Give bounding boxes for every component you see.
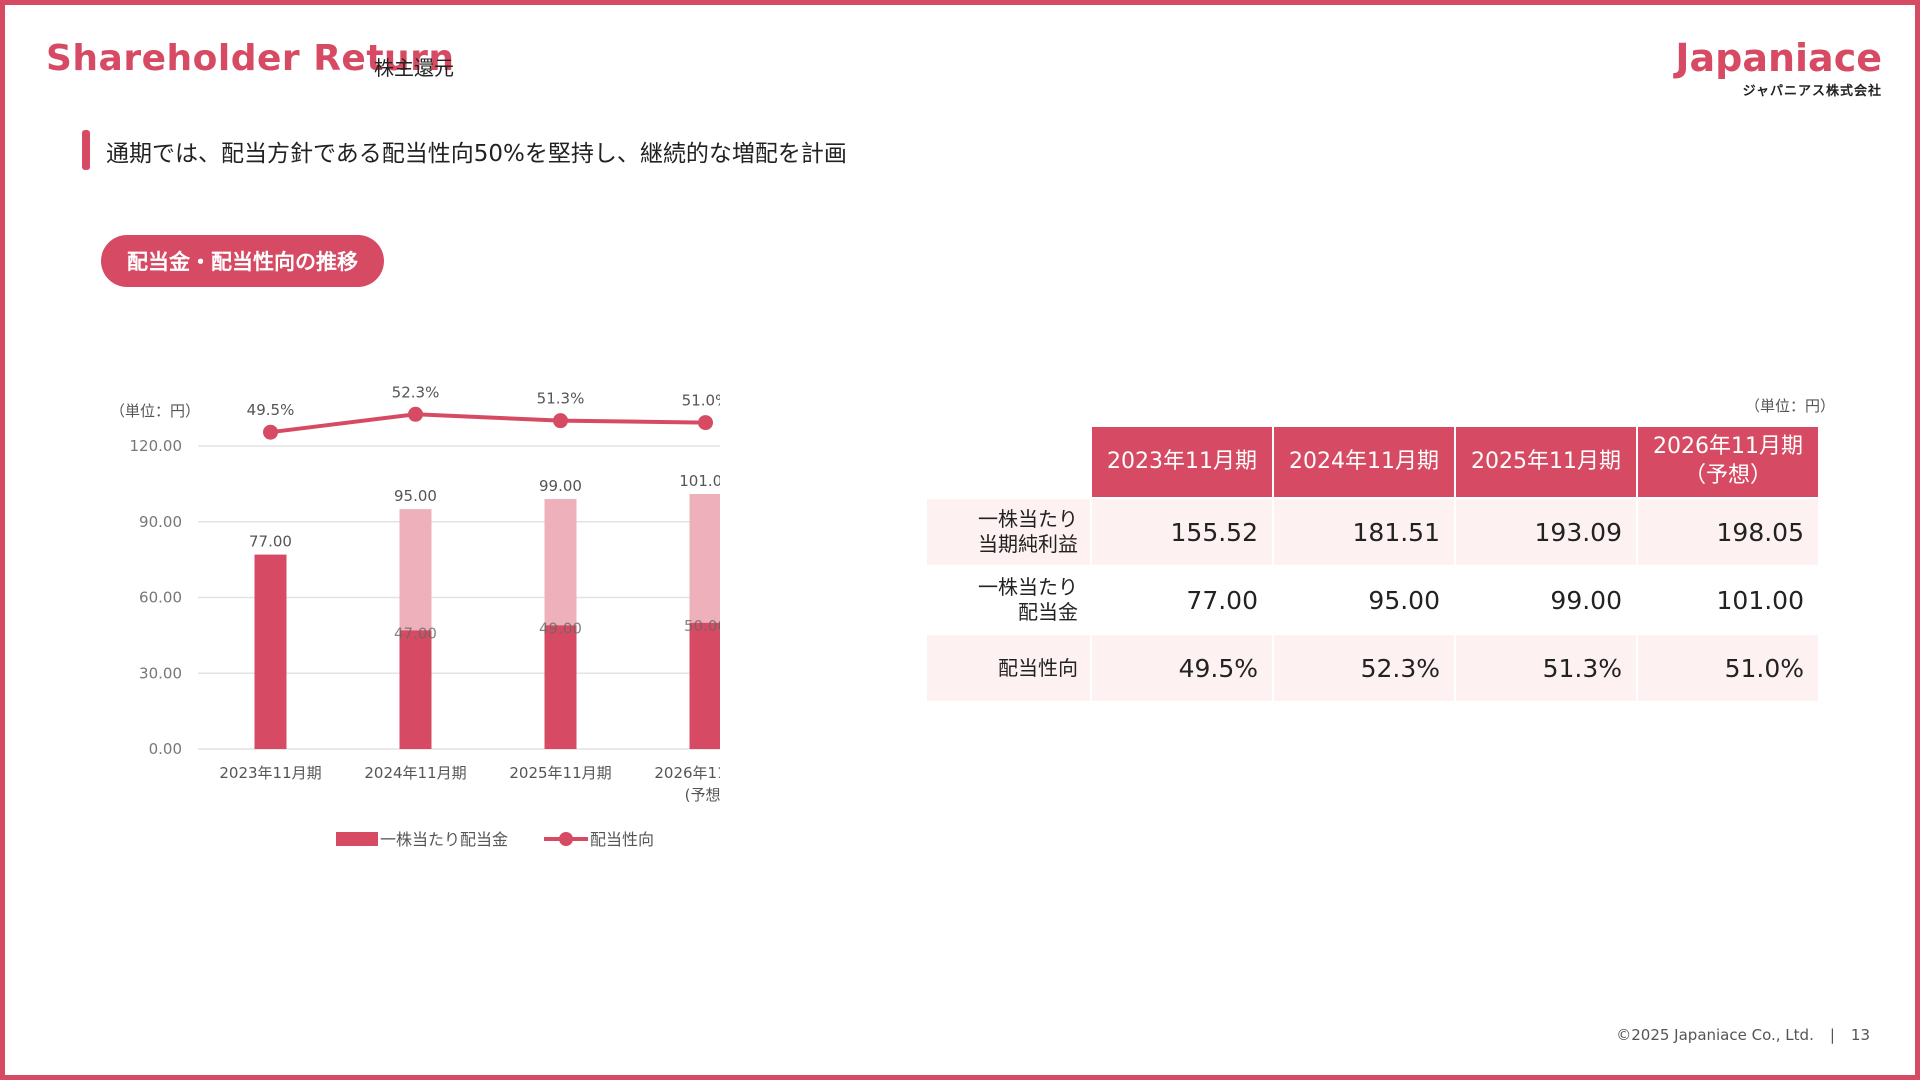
bar-dividend <box>254 554 287 749</box>
bar-dividend-lower <box>544 625 577 749</box>
bar-data-label: 99.00 <box>539 477 582 495</box>
copyright-text: ©2025 Japaniace Co., Ltd. <box>1616 1026 1814 1044</box>
table-cell: 101.00 <box>1636 565 1820 635</box>
bar-lower-data-label: 47.00 <box>394 624 437 642</box>
table-cell: 95.00 <box>1272 565 1456 635</box>
table-corner-cell <box>925 425 1092 499</box>
legend-line-marker <box>559 832 573 846</box>
company-logo: Japaniace ジャパニアス株式会社 <box>1675 36 1882 99</box>
legend-bar-swatch <box>336 832 378 846</box>
dividend-table: 2023年11月期 2024年11月期 2025年11月期 2026年11月期（… <box>925 425 1820 703</box>
table-cell: 49.5% <box>1090 633 1274 703</box>
headline: 通期では、配当方針である配当性向50%を堅持し、継続的な増配を計画 <box>106 141 847 167</box>
line-data-label: 49.5% <box>247 401 295 419</box>
table-header-forecast: （予想） <box>1683 463 1772 488</box>
table-cell: 52.3% <box>1272 633 1456 703</box>
table-header-cell: 2025年11月期 <box>1454 425 1638 499</box>
table-row: 配当性向 49.5% 52.3% 51.3% 51.0% <box>925 633 1820 703</box>
y-left-tick-label: 120.00 <box>130 437 183 455</box>
table-header-cell: 2026年11月期 （予想） <box>1636 425 1820 499</box>
table-cell: 155.52 <box>1090 497 1274 567</box>
footer: ©2025 Japaniace Co., Ltd. | 13 <box>1616 1026 1870 1044</box>
section-pill: 配当金・配当性向の推移 <box>101 235 384 287</box>
page-number: 13 <box>1850 1026 1870 1044</box>
payout-ratio-point <box>698 415 713 431</box>
x-tick-sublabel: (予想) <box>685 786 720 804</box>
table-header-cell: 2024年11月期 <box>1272 425 1456 499</box>
table-cell: 198.05 <box>1636 497 1820 567</box>
line-data-label: 51.3% <box>537 390 585 408</box>
table-cell: 77.00 <box>1090 565 1274 635</box>
logo-company-name: ジャパニアス株式会社 <box>1742 84 1882 99</box>
table-row-label: 一株当たり 配当金 <box>925 565 1092 635</box>
bar-lower-data-label: 49.00 <box>539 619 582 637</box>
bar-data-label: 101.00 <box>679 472 720 490</box>
y-left-tick-label: 0.00 <box>149 740 182 758</box>
page-title: Shareholder Return <box>46 38 455 79</box>
legend-bar-label: 一株当たり配当金 <box>380 830 508 849</box>
table-row-label: 配当性向 <box>925 633 1092 703</box>
table-header-row: 2023年11月期 2024年11月期 2025年11月期 2026年11月期（… <box>925 425 1820 499</box>
table-cell: 51.3% <box>1454 633 1638 703</box>
chart-unit-label: （単位：円） <box>110 402 200 420</box>
payout-ratio-point <box>553 413 568 429</box>
x-tick-label: 2024年11月期 <box>364 764 466 782</box>
payout-ratio-point <box>263 424 278 440</box>
table-row: 一株当たり 配当金 77.00 95.00 99.00 101.00 <box>925 565 1820 635</box>
line-data-label: 52.3% <box>392 383 440 401</box>
dividend-chart: （単位：円）0.0030.0060.0090.00120.000.0%10.0%… <box>100 380 840 884</box>
headline-accent-bar <box>82 130 90 170</box>
y-left-tick-label: 60.00 <box>139 589 182 607</box>
payout-ratio-point <box>408 406 423 422</box>
footer-separator: | <box>1829 1026 1835 1044</box>
page-subtitle: 株主還元 <box>374 56 454 80</box>
y-left-tick-label: 90.00 <box>139 513 182 531</box>
payout-ratio-line <box>270 412 706 435</box>
bar-lower-data-label: 50.00 <box>684 617 720 635</box>
table-header-cell: 2023年11月期 <box>1090 425 1274 499</box>
bar-dividend-upper <box>689 493 722 623</box>
table-unit-label: （単位：円） <box>1745 397 1836 415</box>
bar-dividend-lower <box>399 630 432 749</box>
x-tick-label: 2023年11月期 <box>219 764 321 782</box>
bar-data-label: 77.00 <box>249 533 292 551</box>
bar-dividend-upper <box>544 499 577 626</box>
legend-line-label: 配当性向 <box>590 830 654 849</box>
table-cell: 51.0% <box>1636 633 1820 703</box>
x-tick-label: 2025年11月期 <box>509 764 611 782</box>
bar-dividend-upper <box>399 509 432 631</box>
table-cell: 99.00 <box>1454 565 1638 635</box>
table-cell: 193.09 <box>1454 497 1638 567</box>
table-cell: 181.51 <box>1272 497 1456 567</box>
x-tick-label: 2026年11月期 <box>654 764 720 782</box>
dividend-chart-svg: （単位：円）0.0030.0060.0090.00120.000.0%10.0%… <box>110 383 840 849</box>
bar-data-label: 95.00 <box>394 487 437 505</box>
logo-wordmark: Japaniace <box>1675 36 1882 80</box>
table-row: 一株当たり 当期純利益 155.52 181.51 193.09 198.05 <box>925 497 1820 567</box>
bar-dividend-lower <box>689 622 722 749</box>
line-data-label: 51.0% <box>682 392 720 410</box>
y-left-tick-label: 30.00 <box>139 664 182 682</box>
table-row-label: 一株当たり 当期純利益 <box>925 497 1092 567</box>
